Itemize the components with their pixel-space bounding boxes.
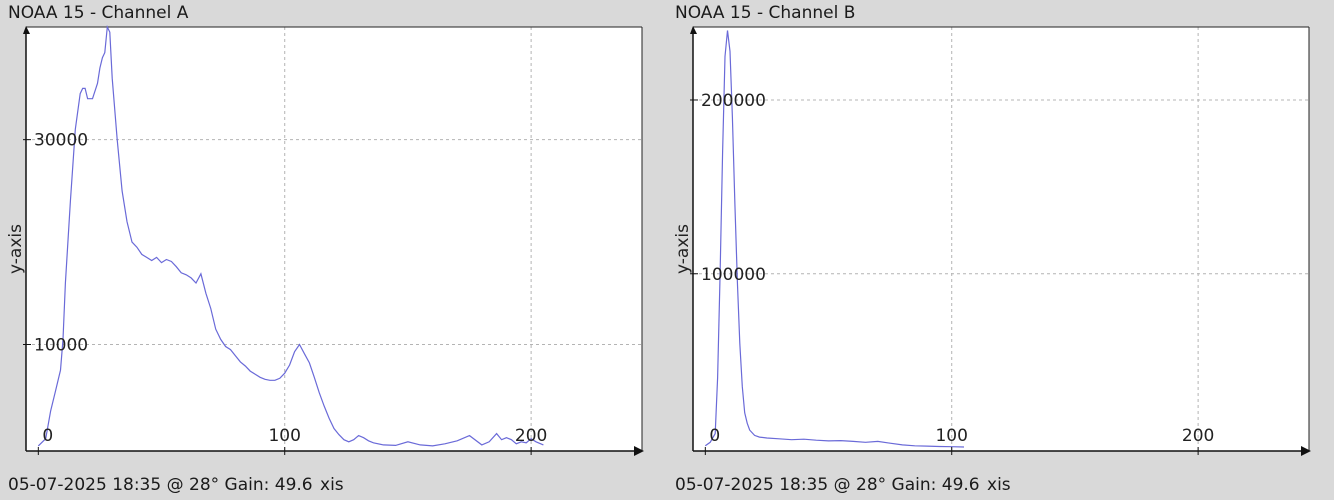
chart-footer-info: 05-07-2025 18:35 @ 28° Gain: 49.6	[8, 475, 313, 495]
y-axis-label: y-axis	[673, 224, 693, 274]
y-tick-label: 30000	[34, 131, 88, 151]
chart-footer-row: 05-07-2025 18:35 @ 28° Gain: 49.6 xis	[8, 475, 344, 495]
x-tick-label: 200	[515, 426, 547, 446]
x-axis-arrow	[634, 446, 644, 456]
series-line	[704, 30, 965, 448]
x-axis-label: xis	[987, 475, 1011, 495]
chart-plot: 0 100 200 100000 200000 y-axis	[673, 26, 1311, 456]
x-tick-label: 200	[1182, 426, 1214, 446]
chart-title: NOAA 15 - Channel B	[675, 3, 856, 23]
chart-panel-channel-b: NOAA 15 - Channel B 0 100 200 100000 200000 y…	[667, 0, 1334, 500]
chart-footer-info: 05-07-2025 18:35 @ 28° Gain: 49.6	[675, 475, 980, 495]
y-axis-arrow	[23, 26, 30, 34]
x-tick-label: 100	[935, 426, 967, 446]
chart-footer-row: 05-07-2025 18:35 @ 28° Gain: 49.6 xis	[675, 475, 1011, 495]
y-axis-label: y-axis	[6, 224, 26, 274]
chart-title: NOAA 15 - Channel A	[8, 3, 189, 23]
x-axis-arrow	[1301, 446, 1311, 456]
x-axis-label: xis	[320, 475, 344, 495]
x-tick-label: 0	[709, 426, 720, 446]
y-tick-label: 100000	[701, 265, 766, 285]
x-tick-label: 100	[268, 426, 300, 446]
y-tick-label: 10000	[34, 335, 88, 355]
plot-area	[26, 27, 642, 451]
y-tick-label: 200000	[701, 91, 766, 111]
chart-panel-channel-a: NOAA 15 - Channel A 0 100 200 10000 30000 y-a…	[6, 3, 644, 495]
y-axis-arrow	[690, 26, 697, 34]
series-line	[37, 24, 544, 447]
x-tick-label: 0	[42, 426, 53, 446]
chart-plot: 0 100 200 10000 30000 y-axis	[6, 24, 644, 456]
plot-area	[693, 27, 1309, 451]
